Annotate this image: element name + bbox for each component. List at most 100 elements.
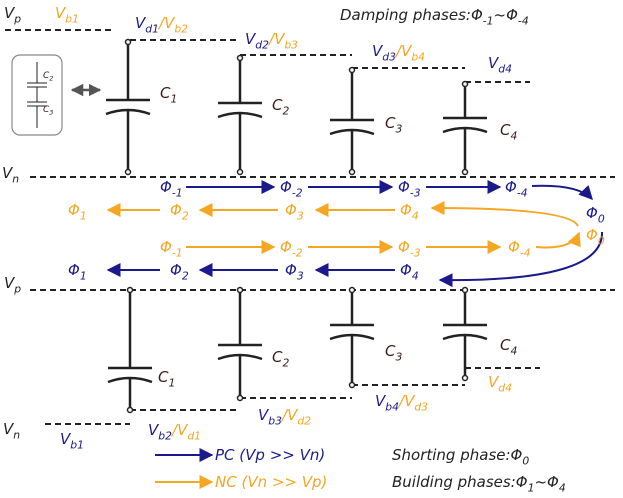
label: Φ-4 [505,178,528,200]
label: Φ3 [285,261,304,283]
label-text: V [135,14,147,32]
label-text: Φ [400,201,412,219]
subscript: b4 [385,401,399,414]
subscript: 0 [598,213,605,226]
label-text: Φ [586,204,598,222]
subscript: 2 [282,357,289,370]
label: Vd4 [488,54,512,76]
terminal [348,66,356,74]
subscript: b1 [70,439,84,452]
capacitor [217,290,263,398]
terminal [461,286,469,294]
label-text: V [274,30,286,48]
label-text: V [287,406,299,424]
label-text: V [488,54,500,72]
label: Φ2 [170,201,189,223]
label-text: Φ [170,261,182,279]
subscript: 4 [412,270,419,283]
label: C2 [272,348,289,370]
subscript: n [12,173,19,186]
label-text: V [3,420,15,438]
label: Vp [4,4,21,26]
label: C1 [158,368,175,390]
rails [5,29,615,425]
subscript: d1 [145,23,159,36]
terminal [126,286,134,294]
inset [11,54,102,136]
label-text: Φ [170,201,182,219]
label: Φ-1 [160,178,183,200]
subscript: d2 [255,39,269,52]
label-text: Φ [398,178,410,196]
label-text: C [500,336,511,354]
label: C1 [160,84,177,106]
capacitor [329,70,375,172]
subscript: -2 [292,247,303,260]
subscript: 0 [522,455,529,468]
label-text: V [258,406,270,424]
label-text: / [280,406,289,424]
terminal [348,168,356,176]
subscript: 1 [528,482,535,495]
subscript: d1 [187,430,201,443]
subscript: 3 [49,109,53,117]
terminal [124,38,132,46]
subscript: 4 [510,130,517,143]
label-text: Φ [505,178,517,196]
subscript: 4 [559,482,566,495]
label: Φ-3 [398,178,421,200]
subscript: n [13,429,20,442]
label-text: Φ [586,226,598,244]
label-text: V [2,164,14,182]
label: Vd3/Vb4 [372,42,425,64]
subscript: -4 [520,247,531,260]
label-text: Φ [68,201,80,219]
terminal [461,168,469,176]
label: Φ-3 [398,238,421,260]
subscript: d4 [498,63,512,76]
subscript: 4 [412,210,419,223]
subscript: -3 [410,247,421,260]
label-text: Φ [398,238,410,256]
label-text: V [401,42,413,60]
capacitor [217,58,263,172]
subscript: -4 [517,187,528,200]
label-text: / [170,421,179,439]
label-text: V [488,373,500,391]
label: Damping phases:Φ-1~Φ-4 [340,6,529,28]
subscript: 2 [182,270,189,283]
subscript: 1 [170,93,177,106]
subscript: b3 [268,415,282,428]
phase-arrows [106,180,604,489]
label-text: Φ [285,201,297,219]
label-text: Φ [68,261,80,279]
label-text: Φ [280,238,292,256]
label-text: V [404,392,416,410]
label: Building phases:Φ1~Φ4 [392,473,566,495]
label: Vd1/Vb2 [135,14,188,36]
label: C2 [272,96,289,118]
label-text: V [375,392,387,410]
label: Φ3 [285,201,304,223]
label-text: C [500,121,511,139]
label: NC (Vn >> Vp) [215,473,327,491]
label-text: C [272,96,283,114]
capacitors [105,38,488,414]
label: Vb1 [55,4,79,26]
label: Shorting phase:Φ0 [392,446,529,468]
subscript: 1 [80,270,87,283]
terminal [126,406,134,414]
label-text: / [394,42,403,60]
label: C2 [43,71,53,83]
terminal [461,80,469,88]
label-text: V [55,4,67,22]
subscript: 2 [282,105,289,118]
subscript: d2 [297,415,311,428]
label-text: C [272,348,283,366]
subscript: 3 [297,270,304,283]
label: Φ-4 [508,238,531,260]
subscript: 4 [510,345,517,358]
label-text: C [160,84,171,102]
